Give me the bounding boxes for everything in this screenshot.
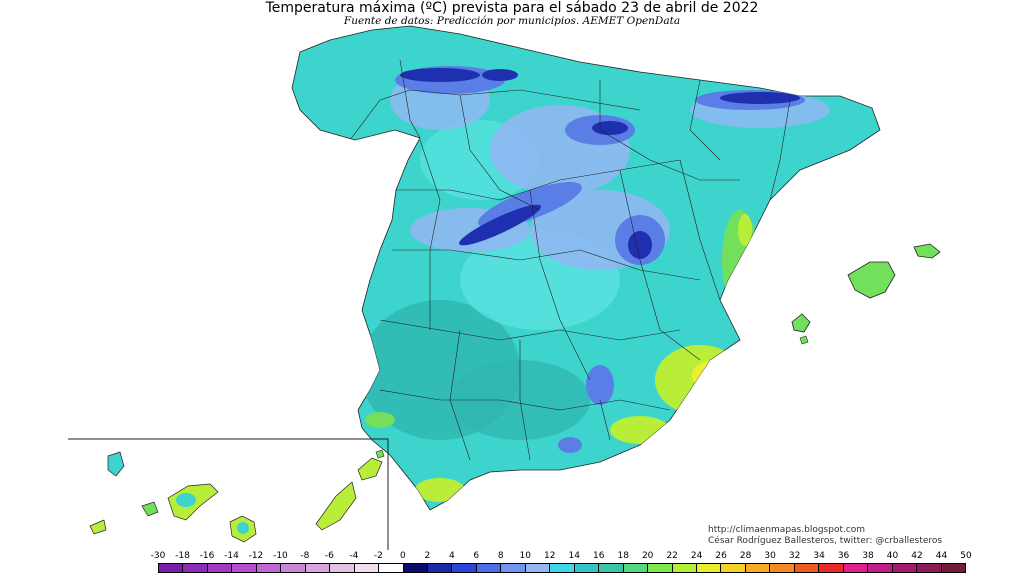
balearic-islands — [791, 243, 941, 345]
legend-swatch — [917, 564, 942, 572]
legend-label: 2 — [424, 551, 431, 561]
mainland-spain — [291, 25, 881, 511]
legend-label: 28 — [739, 551, 752, 561]
legend-swatch — [330, 564, 355, 572]
legend-swatch — [207, 564, 233, 572]
legend-swatch — [819, 564, 844, 572]
legend-label: 10 — [519, 551, 531, 561]
legend-label: -10 — [273, 551, 288, 561]
legend-label: 38 — [862, 551, 874, 561]
legend-label: 40 — [886, 551, 899, 561]
legend-label: -8 — [300, 551, 310, 561]
legend-swatch — [868, 564, 893, 572]
canary-islands-inset — [68, 438, 389, 550]
legend-label: 12 — [544, 551, 556, 561]
legend-label: 14 — [568, 551, 580, 561]
legend-swatch — [574, 564, 600, 572]
legend-swatch — [256, 564, 282, 572]
legend-swatch — [550, 564, 575, 572]
color-legend: -30 -18 -16 -14 -12 -10 -8 -6 -4 -2 0 2 4 6 8 10 12 14 16 1… — [151, 551, 972, 575]
legend-label: 34 — [813, 551, 825, 561]
map-subtitle: Fuente de datos: Predicción por municipi… — [343, 15, 681, 27]
legend-bar — [158, 563, 966, 573]
legend-label: 8 — [497, 551, 504, 561]
legend-swatch — [232, 564, 257, 572]
legend-swatch — [941, 564, 965, 572]
legend-label: 30 — [764, 551, 776, 561]
legend-label: 42 — [911, 551, 923, 561]
legend-label: 50 — [960, 551, 972, 561]
legend-swatch — [159, 564, 184, 572]
legend-swatch — [281, 564, 306, 572]
map-title: Temperatura máxima (ºC) prevista para el… — [265, 0, 759, 16]
legend-swatch — [696, 564, 722, 572]
legend-swatch — [379, 564, 404, 572]
legend-swatch — [892, 564, 918, 572]
legend-label: -6 — [324, 551, 334, 561]
legend-label: -2 — [373, 551, 383, 561]
legend-swatch — [648, 564, 673, 572]
legend-swatch — [427, 564, 453, 572]
legend-swatch — [501, 564, 526, 572]
legend-swatch — [183, 564, 208, 572]
legend-label: 22 — [666, 551, 678, 561]
legend-label: 36 — [837, 551, 850, 561]
legend-label: 20 — [641, 551, 654, 561]
legend-label: 0 — [399, 551, 406, 561]
legend-label: -18 — [175, 551, 190, 561]
legend-swatch — [843, 564, 869, 572]
legend-swatch — [623, 564, 649, 572]
legend-label: 32 — [788, 551, 801, 561]
legend-swatch — [770, 564, 795, 572]
credits: http://climaenmapas.blogspot.com César R… — [708, 525, 942, 547]
legend-swatch — [794, 564, 820, 572]
legend-label: -14 — [224, 551, 239, 561]
legend-label: 24 — [690, 551, 703, 561]
legend-swatch — [452, 564, 477, 572]
legend-label: 18 — [617, 551, 629, 561]
legend-label: -16 — [199, 551, 215, 561]
legend-label: 26 — [715, 551, 727, 561]
legend-swatch — [672, 564, 697, 572]
legend-label: -4 — [349, 551, 359, 561]
legend-label: 4 — [448, 551, 455, 561]
legend-swatch — [476, 564, 502, 572]
legend-swatch — [525, 564, 551, 572]
legend-swatch — [403, 564, 428, 572]
legend-swatch — [354, 564, 380, 572]
legend-label: -30 — [150, 551, 166, 561]
legend-swatch — [745, 564, 771, 572]
legend-swatch — [721, 564, 746, 572]
author-credit: César Rodríguez Ballesteros, twitter: @c… — [708, 536, 943, 546]
legend-label: 44 — [935, 551, 948, 561]
legend-swatch — [305, 564, 331, 572]
legend-swatch — [599, 564, 624, 572]
legend-labels: -30 -18 -16 -14 -12 -10 -8 -6 -4 -2 0 2 4 6 8 10 12 14 16 1… — [151, 551, 972, 563]
legend-label: 16 — [592, 551, 605, 561]
legend-label: -12 — [248, 551, 264, 561]
blog-link[interactable]: http://climaenmapas.blogspot.com — [708, 525, 866, 535]
legend-label: 6 — [473, 551, 480, 561]
